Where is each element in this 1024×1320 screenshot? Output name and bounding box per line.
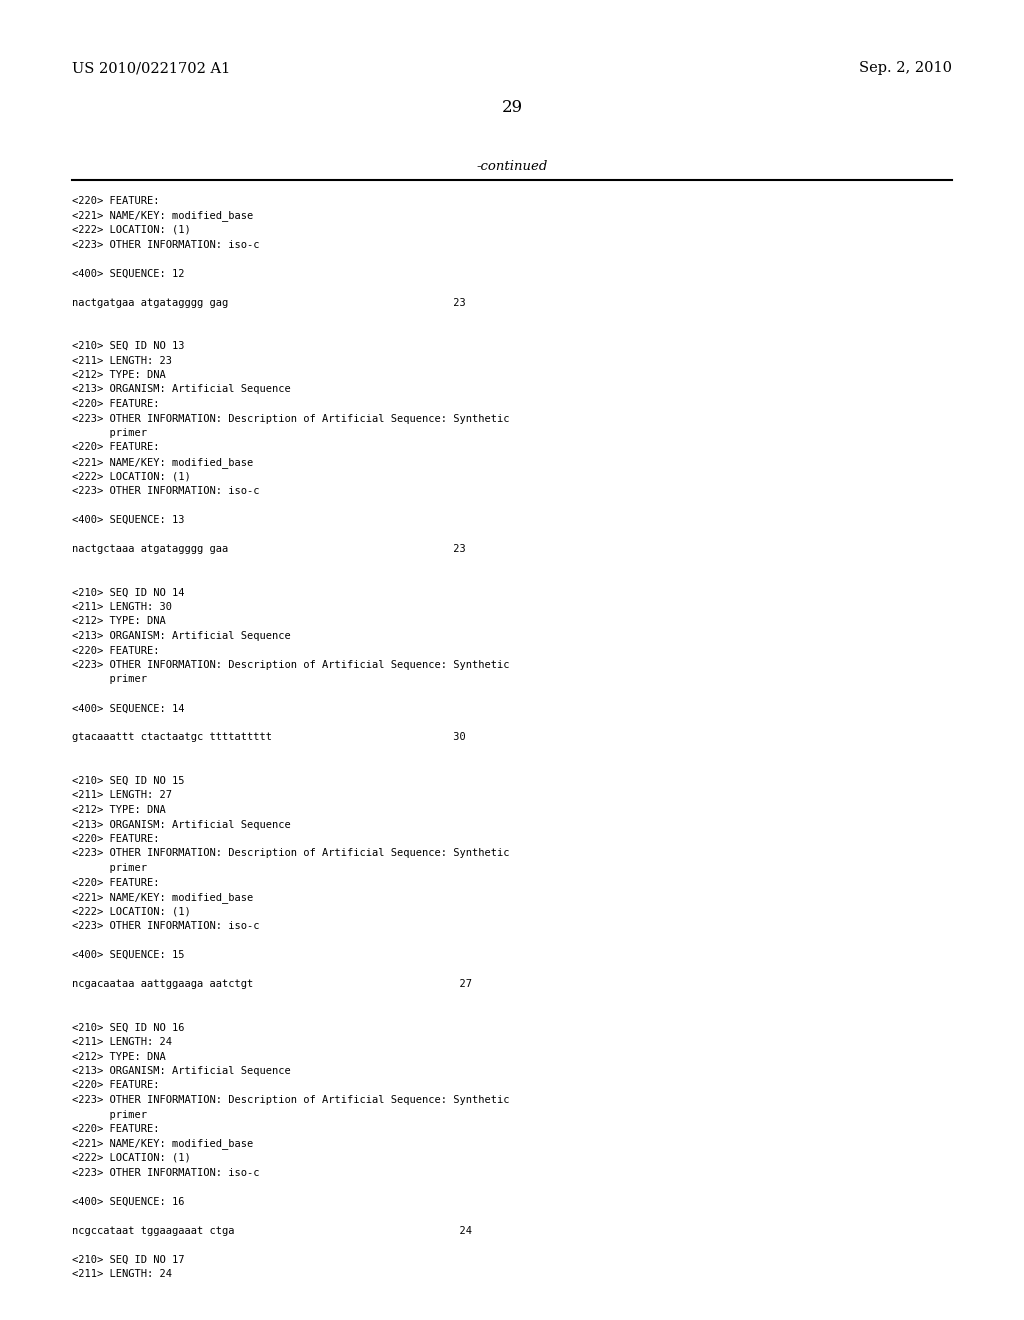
Text: <221> NAME/KEY: modified_base: <221> NAME/KEY: modified_base [72, 1138, 253, 1150]
Text: <212> TYPE: DNA: <212> TYPE: DNA [72, 370, 166, 380]
Text: <213> ORGANISM: Artificial Sequence: <213> ORGANISM: Artificial Sequence [72, 384, 291, 395]
Text: <210> SEQ ID NO 13: <210> SEQ ID NO 13 [72, 341, 184, 351]
Text: <211> LENGTH: 23: <211> LENGTH: 23 [72, 355, 172, 366]
Text: <210> SEQ ID NO 16: <210> SEQ ID NO 16 [72, 1023, 184, 1032]
Text: <220> FEATURE:: <220> FEATURE: [72, 878, 160, 887]
Text: 29: 29 [502, 99, 522, 116]
Text: <220> FEATURE:: <220> FEATURE: [72, 399, 160, 409]
Text: <221> NAME/KEY: modified_base: <221> NAME/KEY: modified_base [72, 210, 253, 222]
Text: <213> ORGANISM: Artificial Sequence: <213> ORGANISM: Artificial Sequence [72, 1067, 291, 1076]
Text: <222> LOCATION: (1): <222> LOCATION: (1) [72, 907, 190, 916]
Text: <223> OTHER INFORMATION: iso-c: <223> OTHER INFORMATION: iso-c [72, 1167, 259, 1177]
Text: <400> SEQUENCE: 14: <400> SEQUENCE: 14 [72, 704, 184, 714]
Text: <223> OTHER INFORMATION: iso-c: <223> OTHER INFORMATION: iso-c [72, 921, 259, 931]
Text: <212> TYPE: DNA: <212> TYPE: DNA [72, 1052, 166, 1061]
Text: <400> SEQUENCE: 12: <400> SEQUENCE: 12 [72, 268, 184, 279]
Text: <400> SEQUENCE: 15: <400> SEQUENCE: 15 [72, 950, 184, 960]
Text: <220> FEATURE:: <220> FEATURE: [72, 1081, 160, 1090]
Text: <210> SEQ ID NO 17: <210> SEQ ID NO 17 [72, 1254, 184, 1265]
Text: primer: primer [72, 428, 147, 438]
Text: -continued: -continued [476, 161, 548, 173]
Text: <223> OTHER INFORMATION: iso-c: <223> OTHER INFORMATION: iso-c [72, 239, 259, 249]
Text: gtacaaattt ctactaatgc ttttattttt                             30: gtacaaattt ctactaatgc ttttattttt 30 [72, 733, 466, 742]
Text: <220> FEATURE:: <220> FEATURE: [72, 645, 160, 656]
Text: <400> SEQUENCE: 13: <400> SEQUENCE: 13 [72, 515, 184, 525]
Text: <221> NAME/KEY: modified_base: <221> NAME/KEY: modified_base [72, 892, 253, 903]
Text: <220> FEATURE:: <220> FEATURE: [72, 834, 160, 843]
Text: <223> OTHER INFORMATION: Description of Artificial Sequence: Synthetic: <223> OTHER INFORMATION: Description of … [72, 849, 510, 858]
Text: <223> OTHER INFORMATION: iso-c: <223> OTHER INFORMATION: iso-c [72, 486, 259, 496]
Text: <212> TYPE: DNA: <212> TYPE: DNA [72, 805, 166, 814]
Text: nactgctaaa atgatagggg gaa                                    23: nactgctaaa atgatagggg gaa 23 [72, 544, 466, 554]
Text: <210> SEQ ID NO 14: <210> SEQ ID NO 14 [72, 587, 184, 598]
Text: <211> LENGTH: 30: <211> LENGTH: 30 [72, 602, 172, 612]
Text: <222> LOCATION: (1): <222> LOCATION: (1) [72, 224, 190, 235]
Text: <223> OTHER INFORMATION: Description of Artificial Sequence: Synthetic: <223> OTHER INFORMATION: Description of … [72, 1096, 510, 1105]
Text: <220> FEATURE:: <220> FEATURE: [72, 1125, 160, 1134]
Text: <223> OTHER INFORMATION: Description of Artificial Sequence: Synthetic: <223> OTHER INFORMATION: Description of … [72, 660, 510, 671]
Text: <211> LENGTH: 24: <211> LENGTH: 24 [72, 1269, 172, 1279]
Text: primer: primer [72, 1110, 147, 1119]
Text: primer: primer [72, 675, 147, 685]
Text: ncgccataat tggaagaaat ctga                                    24: ncgccataat tggaagaaat ctga 24 [72, 1225, 472, 1236]
Text: <223> OTHER INFORMATION: Description of Artificial Sequence: Synthetic: <223> OTHER INFORMATION: Description of … [72, 413, 510, 424]
Text: nactgatgaa atgatagggg gag                                    23: nactgatgaa atgatagggg gag 23 [72, 297, 466, 308]
Text: US 2010/0221702 A1: US 2010/0221702 A1 [72, 61, 230, 75]
Text: <212> TYPE: DNA: <212> TYPE: DNA [72, 616, 166, 627]
Text: <221> NAME/KEY: modified_base: <221> NAME/KEY: modified_base [72, 457, 253, 467]
Text: <400> SEQUENCE: 16: <400> SEQUENCE: 16 [72, 1196, 184, 1206]
Text: <213> ORGANISM: Artificial Sequence: <213> ORGANISM: Artificial Sequence [72, 820, 291, 829]
Text: <210> SEQ ID NO 15: <210> SEQ ID NO 15 [72, 776, 184, 785]
Text: <220> FEATURE:: <220> FEATURE: [72, 442, 160, 453]
Text: Sep. 2, 2010: Sep. 2, 2010 [859, 61, 952, 75]
Text: <211> LENGTH: 27: <211> LENGTH: 27 [72, 791, 172, 800]
Text: <222> LOCATION: (1): <222> LOCATION: (1) [72, 471, 190, 482]
Text: ncgacaataa aattggaaga aatctgt                                 27: ncgacaataa aattggaaga aatctgt 27 [72, 979, 472, 989]
Text: <211> LENGTH: 24: <211> LENGTH: 24 [72, 1038, 172, 1047]
Text: <213> ORGANISM: Artificial Sequence: <213> ORGANISM: Artificial Sequence [72, 631, 291, 642]
Text: <220> FEATURE:: <220> FEATURE: [72, 195, 160, 206]
Text: primer: primer [72, 863, 147, 873]
Text: <222> LOCATION: (1): <222> LOCATION: (1) [72, 1152, 190, 1163]
